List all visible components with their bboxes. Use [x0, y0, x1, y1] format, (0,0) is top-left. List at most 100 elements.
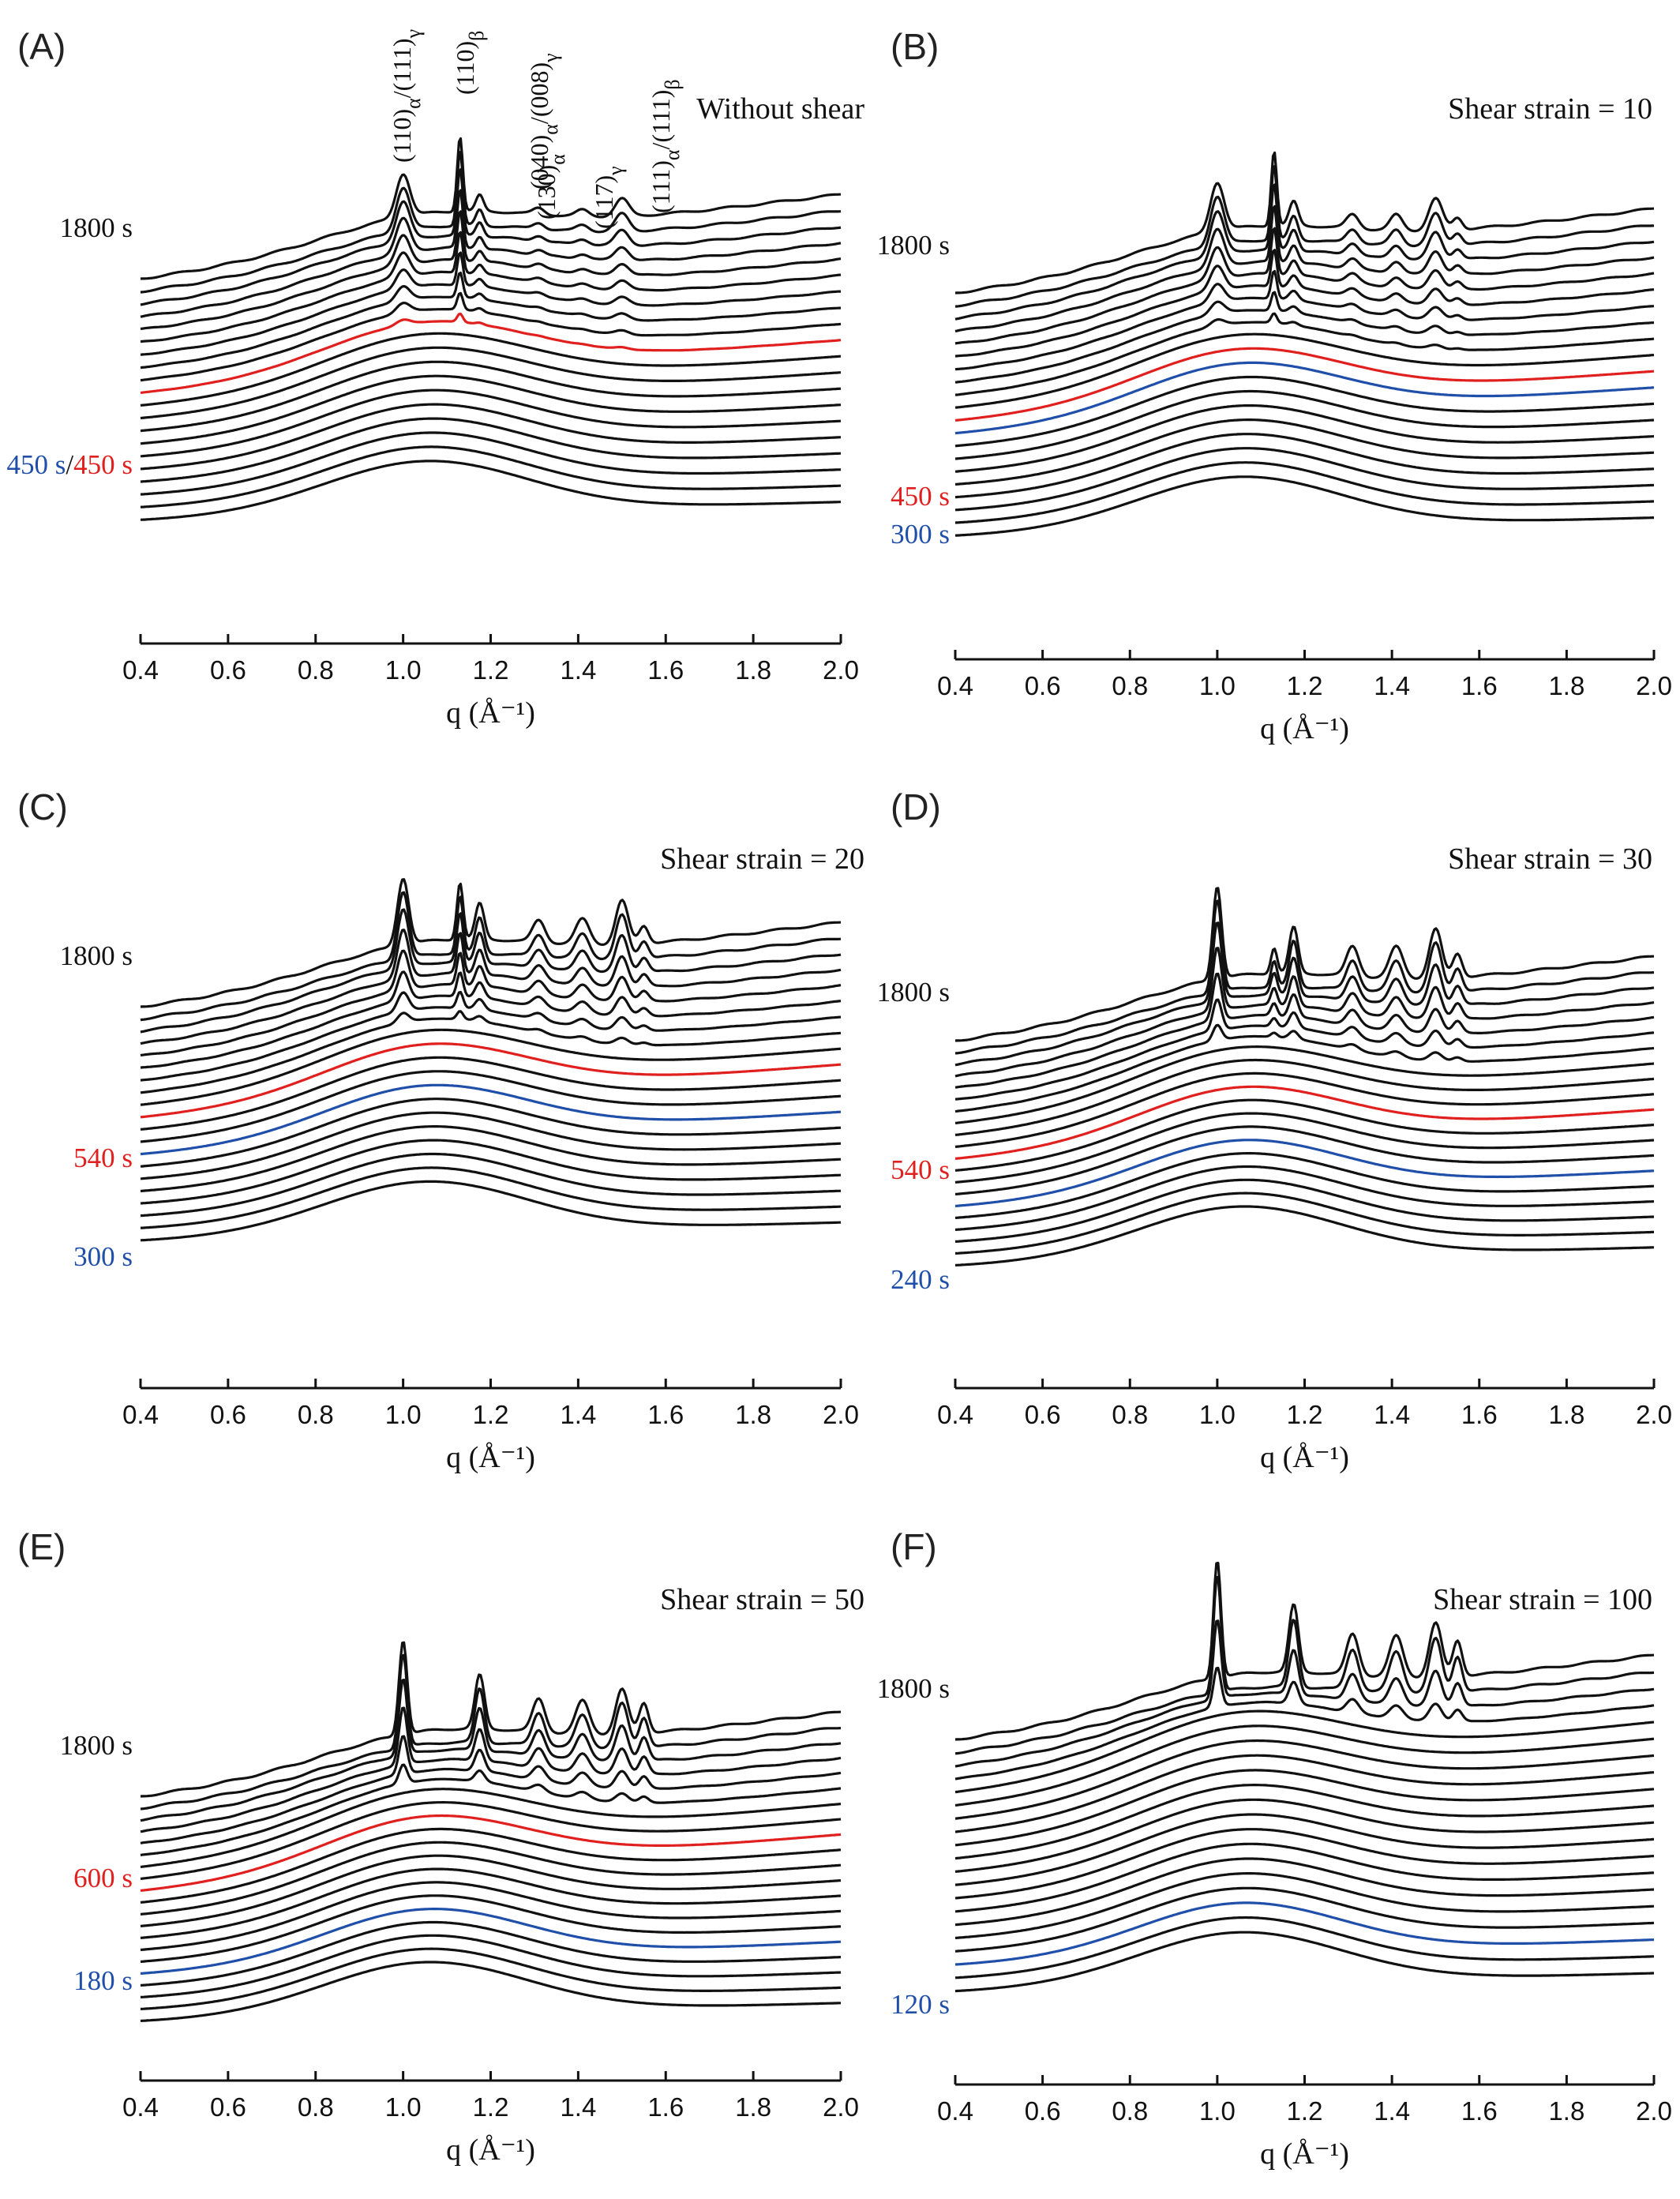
x-tick-label: 2.0	[823, 2092, 859, 2122]
curve-5	[954, 1152, 1655, 1219]
time-label: 600 s	[73, 1863, 133, 1893]
curve-6	[140, 1894, 842, 1963]
curve-7	[954, 1125, 1655, 1195]
time-label: 450 s	[891, 481, 950, 512]
curve-6	[140, 1111, 842, 1180]
curve-18	[954, 921, 1655, 1067]
time-label: 1800 s	[60, 940, 133, 971]
curve-19	[954, 899, 1655, 1055]
x-tick-label: 1.4	[560, 2092, 596, 2122]
x-tick-label: 1.6	[1461, 1400, 1498, 1429]
curve-4	[140, 1139, 842, 1205]
curve-11	[954, 332, 1655, 409]
curve-7	[954, 1842, 1655, 1913]
x-tick-label: 1.0	[385, 1400, 422, 1429]
curve-10	[140, 1056, 842, 1131]
curve-6	[954, 1857, 1655, 1927]
curve-stack	[954, 887, 1655, 1266]
curve-16	[140, 949, 842, 1057]
time-label: 180 s	[73, 1965, 133, 1996]
curve-8	[140, 1867, 842, 1939]
x-tick-label: 1.0	[1199, 2096, 1236, 2126]
curve-8	[954, 375, 1655, 448]
curve-16	[954, 227, 1655, 345]
time-label: 1800 s	[877, 230, 950, 261]
x-tick-label: 1.0	[1199, 1400, 1236, 1429]
x-tick-label: 2.0	[1636, 2096, 1672, 2126]
curve-2	[140, 1947, 841, 2010]
curve-13	[140, 1010, 842, 1094]
x-tick-label: 0.8	[1112, 2096, 1148, 2126]
curve-20	[954, 151, 1654, 295]
panel-title: Shear strain = 20	[660, 842, 864, 876]
x-tick-label: 1.2	[473, 2092, 509, 2122]
x-tick-label: 0.4	[122, 2092, 159, 2122]
curve-6	[954, 404, 1655, 473]
curve-15	[140, 1763, 842, 1856]
x-tick-label: 0.8	[298, 655, 334, 685]
curve-16	[140, 1735, 842, 1844]
time-label: 240 s	[891, 1264, 950, 1295]
time-label: 300 s	[73, 1241, 133, 1272]
x-axis-label: q (Å⁻¹)	[1260, 2137, 1349, 2171]
curve-2	[954, 1191, 1654, 1255]
curve-17	[140, 1706, 842, 1833]
panel-f: (F) Shear strain = 100 0.4 0.6 0.8 1.0 1.2 1.4 1…	[877, 1526, 1672, 2171]
panel-letter: (F)	[891, 1526, 937, 1567]
curve-7	[140, 374, 842, 445]
curve-10	[140, 1841, 842, 1916]
curve-6	[954, 1139, 1655, 1207]
x-axis-label: q (Å⁻¹)	[446, 2133, 535, 2167]
x-tick-label: 0.8	[298, 2092, 334, 2122]
curve-2	[140, 1166, 841, 1229]
panel-b: (B) Shear strain = 10 0.4 0.6 0.8 1.0 1.2 1.4 1.…	[877, 26, 1672, 745]
curve-17	[140, 189, 842, 318]
curve-17	[954, 1666, 1655, 1781]
curve-17	[140, 929, 842, 1045]
curve-20	[954, 1561, 1654, 1741]
x-tick-label: 1.8	[735, 1400, 771, 1429]
curve-4	[954, 1886, 1655, 1953]
curve-9	[954, 1813, 1655, 1886]
panel-letter: (C)	[17, 786, 68, 827]
curve-16	[140, 210, 842, 331]
curve-15	[954, 1724, 1655, 1807]
curve-12	[954, 1058, 1655, 1136]
curve-9	[954, 1098, 1655, 1172]
x-tick-label: 0.8	[1112, 1400, 1148, 1429]
x-tick-label: 0.4	[937, 2096, 973, 2126]
curve-20	[954, 887, 1654, 1042]
x-tick-label: 0.6	[210, 1400, 246, 1429]
peak-label: (130)α	[532, 154, 569, 220]
curve-2	[954, 461, 1654, 524]
panel-a: (A) Without shear 0.4 0.6 0.8 1.0 1.2 1.4 1.6 1.8…	[7, 26, 865, 730]
peak-label: (110)α/(111)γ	[388, 29, 425, 163]
curve-20	[140, 137, 841, 280]
curve-5	[140, 1125, 842, 1192]
peak-label: (040)α/(008)γ	[525, 53, 562, 190]
curve-2	[140, 445, 841, 508]
panel-c: (C) Shear strain = 20 0.4 0.6 0.8 1.0 1.2 1.4 1.…	[17, 786, 864, 1474]
curve-11	[140, 1827, 842, 1904]
panel-title: Shear strain = 10	[1448, 92, 1652, 126]
curve-8	[954, 1828, 1655, 1900]
panel-title: Shear strain = 50	[660, 1583, 864, 1616]
x-tick-label: 1.4	[1374, 2096, 1410, 2126]
curve-9	[140, 1070, 842, 1143]
curve-4	[140, 1920, 842, 1987]
curve-1	[140, 1961, 841, 2022]
time-label: 300 s	[891, 519, 950, 550]
curve-15	[954, 998, 1655, 1101]
curve-11	[954, 1784, 1655, 1860]
curve-4	[140, 417, 842, 483]
curve-20	[140, 1641, 841, 1798]
curve-11	[140, 1042, 842, 1119]
x-tick-label: 1.8	[735, 655, 771, 685]
curve-13	[954, 1754, 1655, 1833]
x-tick-label: 1.6	[1461, 2096, 1498, 2126]
curve-9	[140, 1854, 842, 1927]
curve-13	[140, 1801, 842, 1880]
curve-10	[954, 1085, 1655, 1160]
x-tick-label: 1.6	[647, 2092, 684, 2122]
